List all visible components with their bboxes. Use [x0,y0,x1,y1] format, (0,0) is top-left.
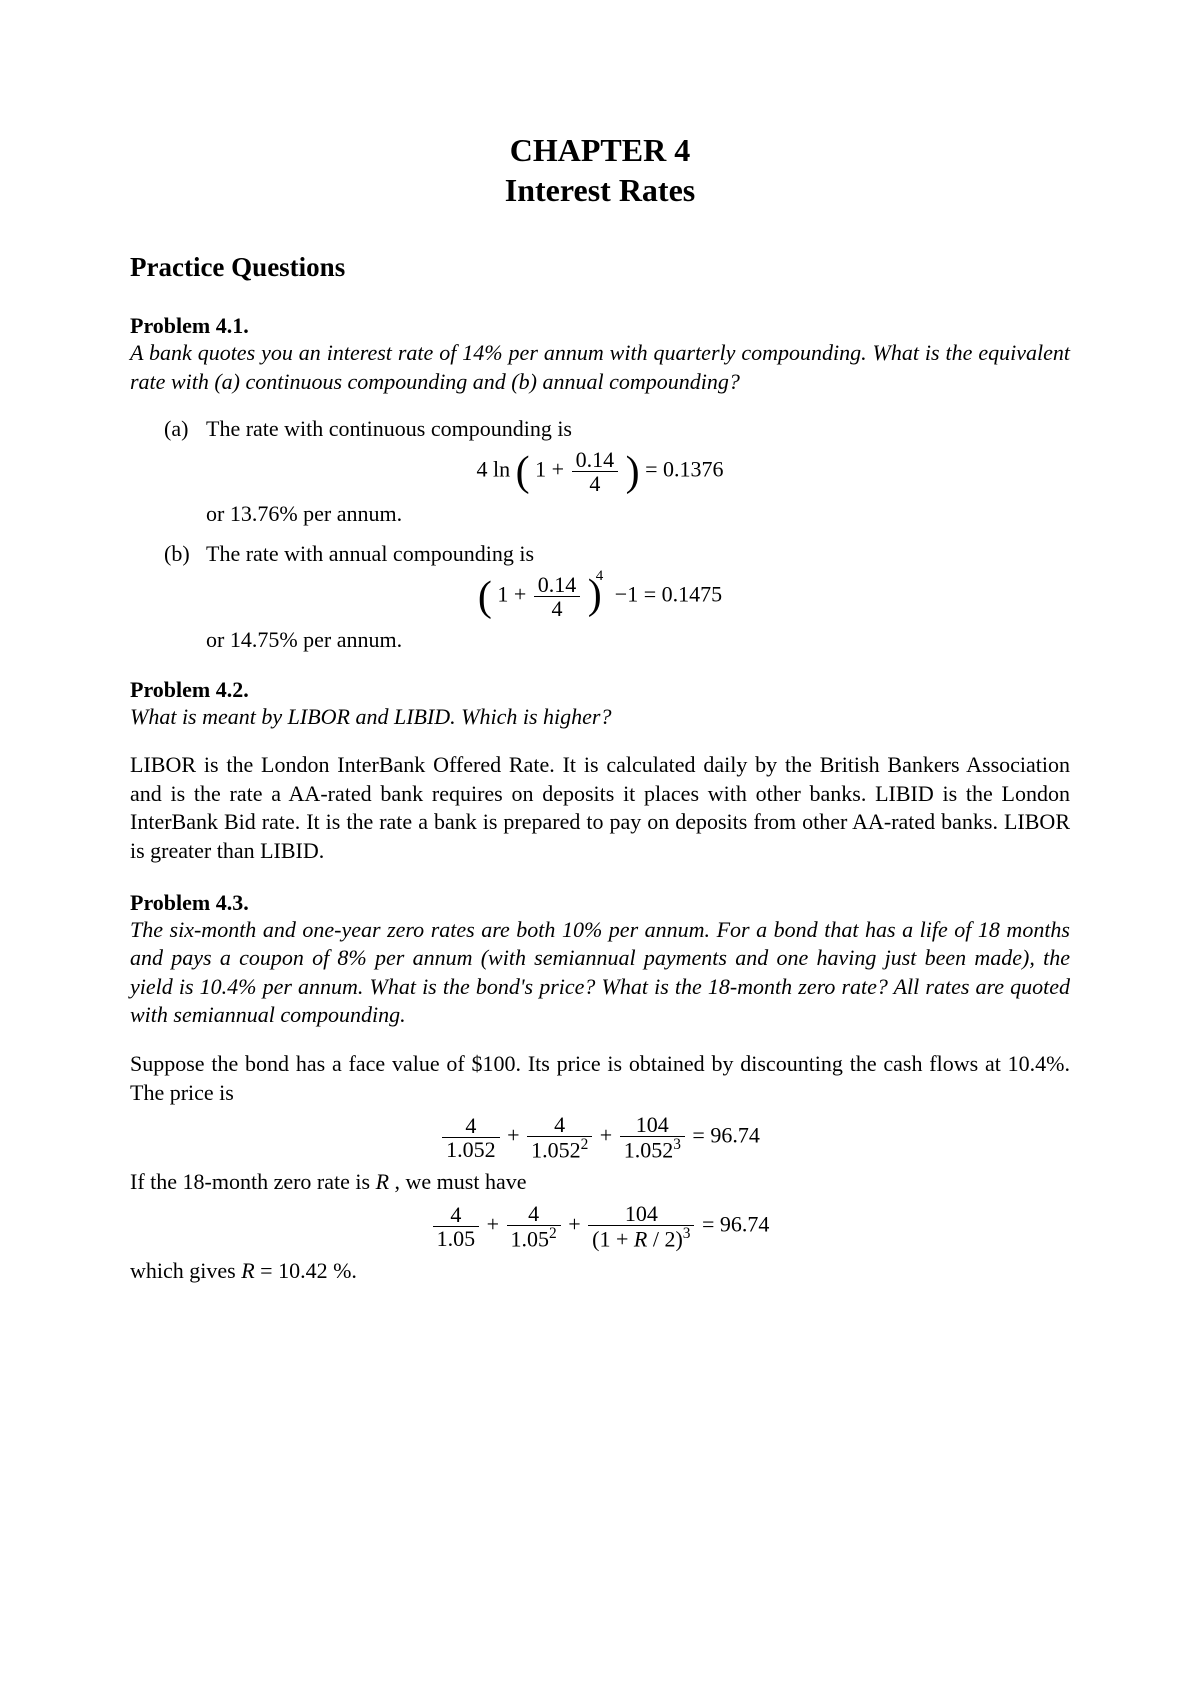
denominator: 1.05 [433,1227,480,1250]
fraction: 4 1.05 [433,1203,480,1250]
eq-text: 1 + [497,582,526,607]
eq-text: 4 ln [477,457,511,482]
fraction: 4 1.052 [507,1202,561,1251]
fraction: 4 1.052 [442,1114,500,1161]
answer-conclusion: which gives R = 10.42 %. [130,1257,1070,1286]
fraction: 4 1.0522 [527,1113,592,1162]
plus-icon: + [487,1212,505,1237]
answer-intro: Suppose the bond has a face value of $10… [130,1050,1070,1107]
answer-conclusion: or 14.75% per annum. [130,627,1070,653]
chapter-title-text: Interest Rates [505,172,695,208]
denominator: (1 + R / 2)3 [588,1226,694,1250]
numerator: 0.14 [534,573,581,597]
problem-question: What is meant by LIBOR and LIBID. Which … [130,703,1070,732]
problem-heading: Problem 4.3. [130,890,1070,916]
numerator: 4 [527,1113,592,1137]
denominator: 4 [572,472,619,495]
eq-text: = 96.74 [692,1122,759,1147]
problem-4-3: Problem 4.3. The six-month and one-year … [130,890,1070,1286]
eq-text: = 96.74 [702,1212,769,1237]
numerator: 0.14 [572,448,619,472]
plus-icon: + [568,1212,586,1237]
eq-text: = 0.1376 [645,457,723,482]
problem-question: A bank quotes you an interest rate of 14… [130,339,1070,396]
plus-icon: + [600,1122,618,1147]
paren-open-icon: ( [516,449,530,495]
equation-4-1a: 4 ln ( 1 + 0.14 4 ) = 0.1376 [130,448,1070,495]
numerator: 4 [433,1203,480,1227]
problem-4-1: Problem 4.1. A bank quotes you an intere… [130,313,1070,653]
denominator: 4 [534,597,581,620]
numerator: 104 [588,1202,694,1226]
list-marker: (b) [130,541,206,567]
denominator: 1.052 [442,1138,500,1161]
chapter-title-block: CHAPTER 4 Interest Rates [130,130,1070,210]
fraction: 104 1.0523 [620,1113,685,1162]
problem-question: The six-month and one-year zero rates ar… [130,916,1070,1030]
denominator: 1.0522 [527,1137,592,1161]
answer-text: LIBOR is the London InterBank Offered Ra… [130,751,1070,865]
section-title: Practice Questions [130,252,1070,283]
list-content: The rate with annual compounding is [206,541,1070,567]
equation-4-1b: ( 1 + 0.14 4 )4 −1 = 0.1475 [130,573,1070,620]
answer-intro-2: If the 18-month zero rate is R , we must… [130,1168,1070,1197]
denominator: 1.052 [507,1226,561,1250]
equation-4-3a: 4 1.052 + 4 1.0522 + 104 1.0523 = 96.74 [130,1113,1070,1162]
answer-conclusion: or 13.76% per annum. [130,501,1070,527]
problem-heading: Problem 4.1. [130,313,1070,339]
exponent: 4 [596,568,604,584]
answer-item-b: (b) The rate with annual compounding is [130,541,1070,567]
equation-4-3b: 4 1.05 + 4 1.052 + 104 (1 + R / 2)3 = 96… [130,1202,1070,1251]
problem-heading: Problem 4.2. [130,677,1070,703]
eq-text: −1 = 0.1475 [615,582,722,607]
chapter-label: CHAPTER 4 [510,132,690,168]
fraction: 0.14 4 [534,573,581,620]
paren-close-icon: ) [626,449,640,495]
numerator: 4 [507,1202,561,1226]
plus-icon: + [507,1122,525,1147]
list-marker: (a) [130,416,206,442]
numerator: 104 [620,1113,685,1137]
variable-r: R [376,1169,389,1194]
document-page: CHAPTER 4 Interest Rates Practice Questi… [0,0,1200,1697]
fraction: 0.14 4 [572,448,619,495]
variable-r: R [241,1258,254,1283]
fraction: 104 (1 + R / 2)3 [588,1202,694,1251]
eq-text: 1 + [535,457,564,482]
list-content: The rate with continuous compounding is [206,416,1070,442]
answer-item-a: (a) The rate with continuous compounding… [130,416,1070,442]
denominator: 1.0523 [620,1137,685,1161]
problem-4-2: Problem 4.2. What is meant by LIBOR and … [130,677,1070,866]
paren-open-icon: ( [478,574,492,620]
numerator: 4 [442,1114,500,1138]
